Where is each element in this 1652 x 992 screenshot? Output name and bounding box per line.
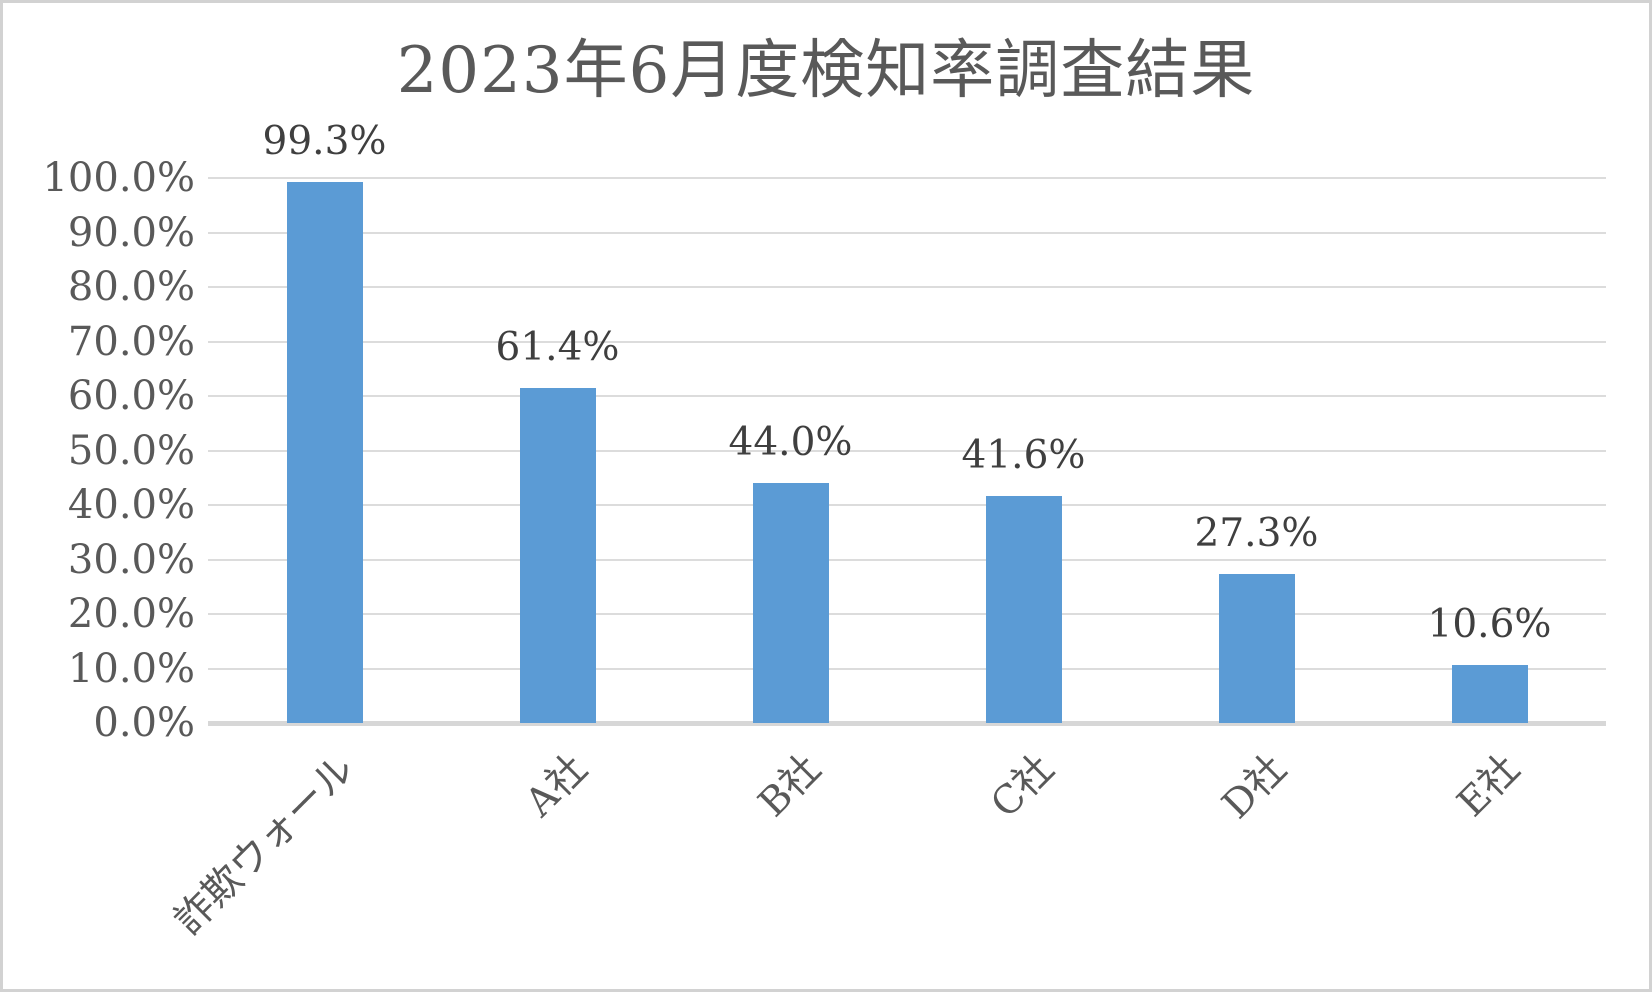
y-axis-tick-label: 50.0% [67,427,195,474]
bar-value-label: 10.6% [1427,602,1552,648]
x-axis-category-label: 詐欺ウォール [166,746,364,944]
x-axis-line [208,721,1606,726]
y-axis-tick-label: 80.0% [67,264,195,310]
y-axis-tick-label: 10.0% [67,645,195,692]
bar-value-label: 44.0% [728,420,853,466]
gridline [208,558,1606,561]
gridline [208,177,1606,179]
bar-2 [519,388,596,723]
gridline [208,231,1606,234]
y-axis-tick-label: 0.0% [93,700,195,746]
gridline [208,667,1606,670]
gridline [208,613,1606,615]
bar-value-label: 99.3% [262,118,387,164]
x-axis-category-label: B社 [749,746,830,826]
bar-value-label: 61.4% [495,325,620,371]
y-axis-tick-label: 90.0% [67,209,195,256]
y-axis-tick-label: 70.0% [67,318,195,365]
bar-4 [985,496,1062,723]
bar-3 [752,483,829,723]
bar-value-label: 27.3% [1194,511,1319,557]
y-axis-tick-label: 40.0% [67,482,195,528]
y-axis-tick-label: 100.0% [42,155,195,201]
gridline [208,286,1606,288]
y-axis-tick-label: 30.0% [67,536,195,583]
bar-6 [1451,665,1528,723]
gridline [208,449,1606,452]
gridline [208,504,1606,506]
bar-1 [286,181,363,723]
gridline [208,340,1606,343]
y-axis-tick-label: 20.0% [67,591,195,637]
x-axis-category-label: E社 [1449,746,1529,826]
y-axis-tick-label: 60.0% [67,373,195,419]
x-axis-category-label: C社 [982,746,1063,827]
x-axis-category-label: A社 [517,746,597,826]
x-axis-category-label: D社 [1214,746,1296,828]
gridline [208,395,1606,397]
chart-title: 2023年6月度検知率調査結果 [396,34,1256,108]
bar-5 [1218,574,1295,723]
bar-value-label: 41.6% [961,433,1086,479]
